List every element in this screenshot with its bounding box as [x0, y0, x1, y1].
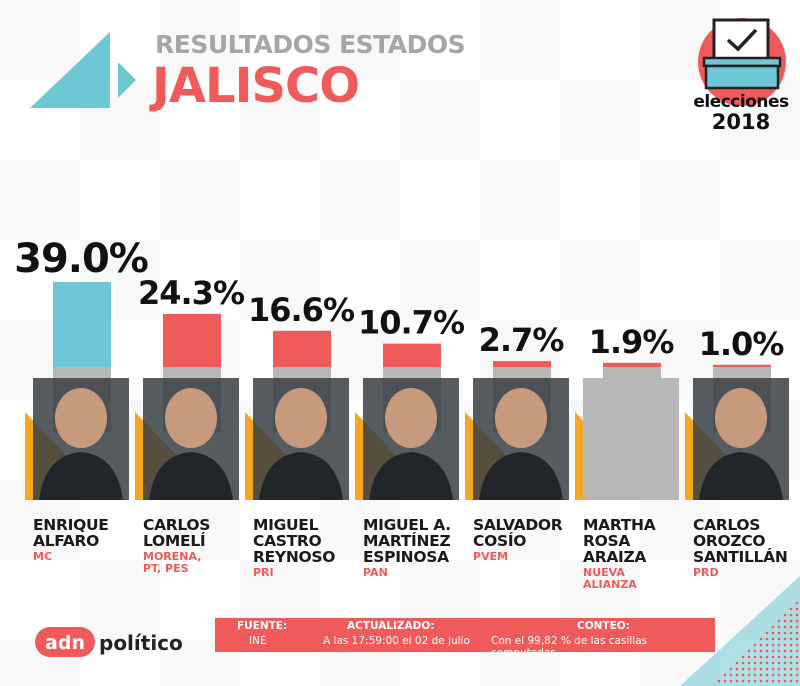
candidate-body-icon: [259, 452, 343, 500]
candidate-head-icon: [275, 388, 327, 448]
candidate-head-icon: [385, 388, 437, 448]
conteo-label: CONTEO:: [577, 620, 630, 632]
bar: [493, 361, 551, 367]
bar: [163, 314, 221, 367]
header-subtitle: RESULTADOS ESTADOS: [155, 30, 466, 59]
candidate-party-2: MORENA, PT, PES: [143, 550, 202, 575]
value-label: 24.3%: [138, 274, 245, 312]
footer-info-bar: FUENTE: INE ACTUALIZADO: A las 17:59:00 …: [215, 618, 715, 659]
brand-adn: adn: [45, 632, 85, 654]
candidate-party-7: PRD: [693, 566, 719, 579]
candidate-head-icon: [165, 388, 217, 448]
candidate-party-6: NUEVA ALIANZA: [583, 566, 637, 591]
value-label: 39.0%: [14, 236, 148, 282]
value-label: 16.6%: [248, 291, 355, 329]
bar: [713, 364, 771, 367]
candidate-name-2: CARLOS LOMELÍ: [143, 516, 211, 550]
bar: [603, 362, 661, 367]
candidate-party-3: PRI: [253, 566, 274, 579]
teal-triangle-logo-icon: [30, 32, 136, 108]
candidate-body-icon: [479, 452, 563, 500]
candidate-head-icon: [715, 388, 767, 448]
candidate-name-6: MARTHA ROSA ARAIZA: [583, 516, 656, 566]
badge-year: 2018: [711, 110, 771, 134]
candidate-name-1: ENRIQUE ALFARO: [33, 516, 109, 550]
candidate-party-4: PAN: [363, 566, 388, 579]
candidate-body-icon: [369, 452, 453, 500]
candidate-body-icon: [699, 452, 783, 500]
candidate-photo-icon: [583, 378, 679, 500]
brand-politico: político: [99, 631, 183, 655]
bar: [383, 343, 441, 367]
page-title: JALISCO: [152, 58, 360, 114]
actualizado-label: ACTUALIZADO:: [347, 620, 435, 632]
candidate-head-icon: [495, 388, 547, 448]
value-label: 1.9%: [589, 323, 675, 361]
candidate-party-1: MC: [33, 550, 53, 563]
bar: [53, 282, 111, 367]
candidate-party-5: PVEM: [473, 550, 509, 563]
bar: [273, 330, 331, 367]
value-label: 1.0%: [699, 325, 785, 363]
candidate-name-4: MIGUEL A. MARTÍNEZ ESPINOSA: [363, 516, 451, 566]
candidate-name-7: CARLOS OROZCO SANTILLÁN: [693, 516, 788, 566]
dotted-corner-decoration: [680, 576, 800, 686]
value-label: 10.7%: [358, 304, 465, 342]
actualizado-value: A las 17:59:00 el 02 de julio: [323, 635, 470, 647]
candidate-body-icon: [149, 452, 233, 500]
candidate-head-icon: [55, 388, 107, 448]
ballot-box-icon: [698, 18, 786, 106]
fuente-value: INE: [249, 635, 267, 647]
conteo-value: Con el 99,82 % de las casillas computada…: [491, 635, 648, 659]
candidate-name-5: SALVADOR COSÍO: [473, 516, 563, 550]
candidate-name-3: MIGUEL CASTRO REYNOSO: [253, 516, 336, 566]
fuente-label: FUENTE:: [237, 620, 288, 632]
adn-politico-logo: adn político: [35, 627, 183, 657]
value-label: 2.7%: [479, 321, 565, 359]
candidate-body-icon: [39, 452, 123, 500]
badge-line1: elecciones: [693, 92, 789, 112]
